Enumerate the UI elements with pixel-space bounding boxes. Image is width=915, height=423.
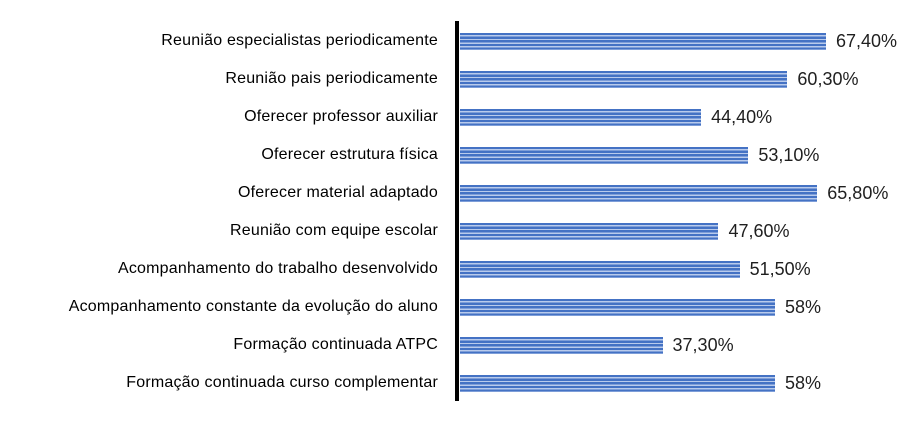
chart-row: Formação continuada ATPC 37,30% [0, 326, 915, 364]
chart-row: Oferecer estrutura física 53,10% [0, 136, 915, 174]
value-label: 67,40% [835, 30, 898, 51]
value-label: 60,30% [797, 68, 859, 89]
value-label: 65,80% [827, 182, 889, 203]
category-label: Reunião especialistas periodicamente [161, 32, 438, 49]
category-label: Reunião pais periodicamente [225, 70, 438, 87]
chart-row: Oferecer material adaptado 65,80% [0, 174, 915, 212]
value-label: 51,50% [749, 258, 811, 279]
chart-row: Acompanhamento constante da evolução do … [0, 288, 915, 326]
bar [460, 374, 775, 392]
category-label: Acompanhamento constante da evolução do … [68, 298, 438, 315]
value-label: 37,30% [672, 334, 734, 355]
chart-row: Formação continuada curso complementar 5… [0, 364, 915, 402]
chart-row: Reunião especialistas periodicamente 67,… [0, 22, 915, 60]
bar [460, 184, 818, 202]
bar-area: 37,30% [460, 335, 915, 356]
bar-area: 53,10% [460, 145, 915, 166]
bar [460, 32, 826, 50]
bar-area: 47,60% [460, 221, 915, 242]
category-label: Oferecer estrutura física [261, 146, 438, 163]
bar-area: 58% [460, 297, 915, 318]
y-axis-line [455, 21, 459, 401]
bar-area: 65,80% [460, 183, 915, 204]
category-label: Oferecer professor auxiliar [244, 108, 438, 125]
chart-row: Acompanhamento do trabalho desenvolvido … [0, 250, 915, 288]
bar [460, 222, 719, 240]
category-label: Acompanhamento do trabalho desenvolvido [117, 260, 438, 277]
bar-area: 44,40% [460, 107, 915, 128]
value-label: 58% [784, 296, 821, 317]
value-label: 53,10% [758, 144, 820, 165]
bar-area: 67,40% [460, 31, 915, 52]
bar [460, 260, 740, 278]
bar-area: 60,30% [460, 69, 915, 90]
chart-row: Reunião pais periodicamente 60,30% [0, 60, 915, 98]
category-label: Formação continuada curso complementar [126, 374, 438, 391]
bar-area: 51,50% [460, 259, 915, 280]
value-label: 47,60% [728, 220, 790, 241]
value-label: 44,40% [711, 106, 773, 127]
bar [460, 70, 788, 88]
bar [460, 336, 663, 354]
bar [460, 108, 702, 126]
value-label: 58% [784, 372, 821, 393]
chart-row: Reunião com equipe escolar 47,60% [0, 212, 915, 250]
category-label: Oferecer material adaptado [238, 184, 438, 201]
category-label: Reunião com equipe escolar [230, 222, 438, 239]
bar-area: 58% [460, 373, 915, 394]
chart-rows: Reunião especialistas periodicamente 67,… [0, 22, 915, 402]
bar [460, 146, 749, 164]
chart-row: Oferecer professor auxiliar 44,40% [0, 98, 915, 136]
category-label: Formação continuada ATPC [233, 336, 438, 353]
bar [460, 298, 775, 316]
